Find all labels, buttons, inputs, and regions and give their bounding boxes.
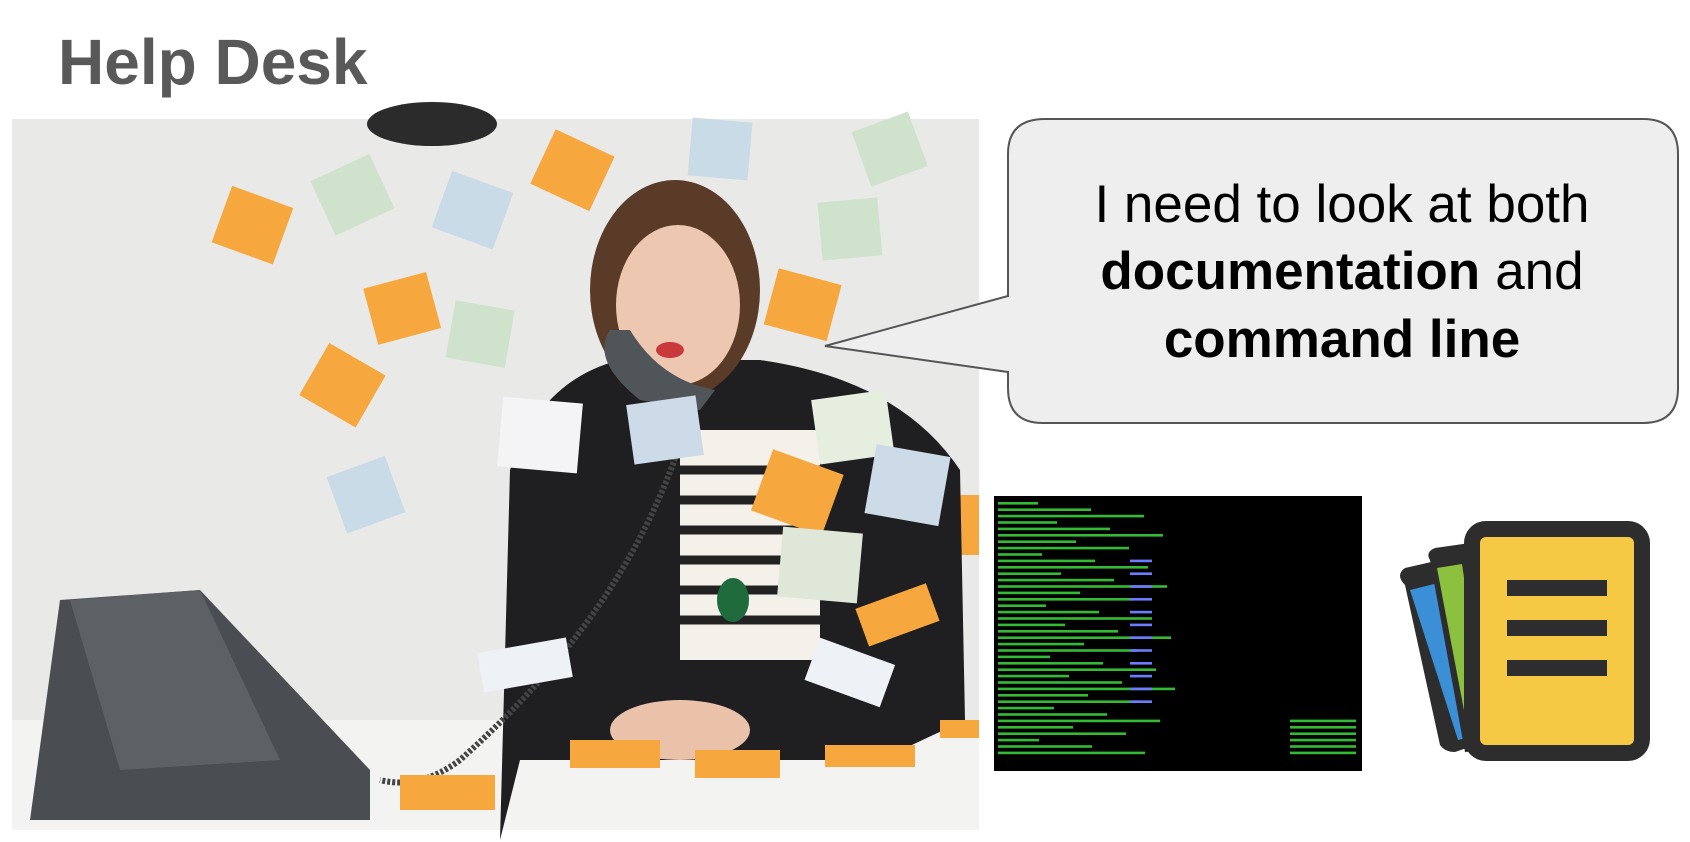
terminal-line bbox=[998, 534, 1163, 537]
terminal-line bbox=[998, 738, 1039, 742]
terminal-line bbox=[998, 687, 1175, 691]
terminal-line bbox=[1130, 598, 1152, 601]
terminal-line bbox=[998, 642, 1084, 646]
bubble-line: documentation and bbox=[1100, 242, 1583, 301]
terminal-line bbox=[1130, 636, 1152, 639]
terminal-line bbox=[998, 674, 1069, 678]
plain-text: I need to look at both bbox=[1094, 175, 1589, 234]
terminal-line bbox=[1130, 623, 1152, 627]
terminal-line bbox=[1130, 559, 1152, 563]
terminal-line bbox=[998, 668, 1156, 671]
terminal-line bbox=[998, 630, 1118, 633]
terminal-line bbox=[1130, 674, 1152, 678]
speech-bubble bbox=[824, 118, 1679, 424]
terminal-line bbox=[998, 649, 1137, 652]
terminal-line bbox=[998, 540, 1076, 543]
terminal-line bbox=[998, 591, 1080, 595]
bubble-line: I need to look at both bbox=[1094, 175, 1589, 234]
terminal-line bbox=[998, 706, 1054, 710]
bold-text: command line bbox=[1164, 310, 1520, 369]
terminal-line bbox=[998, 617, 1152, 620]
terminal-line bbox=[998, 745, 1092, 748]
terminal-line bbox=[998, 566, 1148, 569]
terminal-line bbox=[1290, 726, 1356, 729]
terminal-line bbox=[998, 662, 1103, 665]
terminal-line bbox=[1290, 751, 1356, 755]
terminal-line bbox=[998, 636, 1171, 639]
terminal-line bbox=[998, 726, 1073, 729]
terminal-line bbox=[998, 604, 1046, 607]
terminal-line bbox=[998, 623, 1065, 627]
terminal-line bbox=[1290, 738, 1356, 742]
photo bbox=[12, 102, 979, 840]
plain-text: and bbox=[1495, 242, 1583, 301]
terminal-line bbox=[1130, 700, 1152, 703]
terminal-line bbox=[998, 553, 1042, 556]
bubble-line: command line bbox=[1164, 310, 1520, 369]
terminal-line bbox=[998, 732, 1126, 735]
document-icon bbox=[1400, 521, 1650, 761]
terminal-line bbox=[998, 719, 1160, 723]
terminal-line bbox=[1130, 572, 1152, 575]
terminal-line bbox=[1130, 585, 1152, 588]
terminal-line bbox=[998, 527, 1110, 531]
terminal-line bbox=[1130, 662, 1152, 665]
terminal-line bbox=[1130, 610, 1152, 614]
terminal-line bbox=[1130, 649, 1152, 652]
terminal-line bbox=[998, 521, 1057, 524]
terminal-line bbox=[1290, 745, 1356, 748]
terminal-line bbox=[998, 546, 1129, 550]
terminal-line bbox=[1130, 687, 1152, 691]
terminal-line bbox=[998, 508, 1091, 511]
terminal-line bbox=[998, 751, 1145, 755]
terminal-line bbox=[998, 713, 1107, 716]
terminal-screenshot bbox=[994, 496, 1362, 771]
bubble-text: I need to look at both documentation and co… bbox=[1094, 175, 1589, 369]
terminal-line bbox=[998, 681, 1122, 684]
terminal-line bbox=[998, 694, 1088, 697]
terminal-line bbox=[998, 700, 1141, 703]
terminal-line bbox=[998, 572, 1061, 575]
terminal-line bbox=[998, 598, 1133, 601]
terminal-line bbox=[998, 578, 1114, 582]
slide-title: Help Desk bbox=[58, 26, 368, 98]
terminal-line bbox=[998, 514, 1144, 518]
terminal-line bbox=[998, 585, 1167, 588]
terminal-line bbox=[1290, 732, 1356, 735]
terminal-line bbox=[1290, 719, 1356, 723]
terminal-line bbox=[998, 655, 1050, 659]
bold-text: documentation bbox=[1100, 242, 1480, 301]
terminal-line bbox=[998, 502, 1038, 505]
terminal-line bbox=[998, 610, 1099, 614]
terminal-line bbox=[998, 559, 1095, 563]
